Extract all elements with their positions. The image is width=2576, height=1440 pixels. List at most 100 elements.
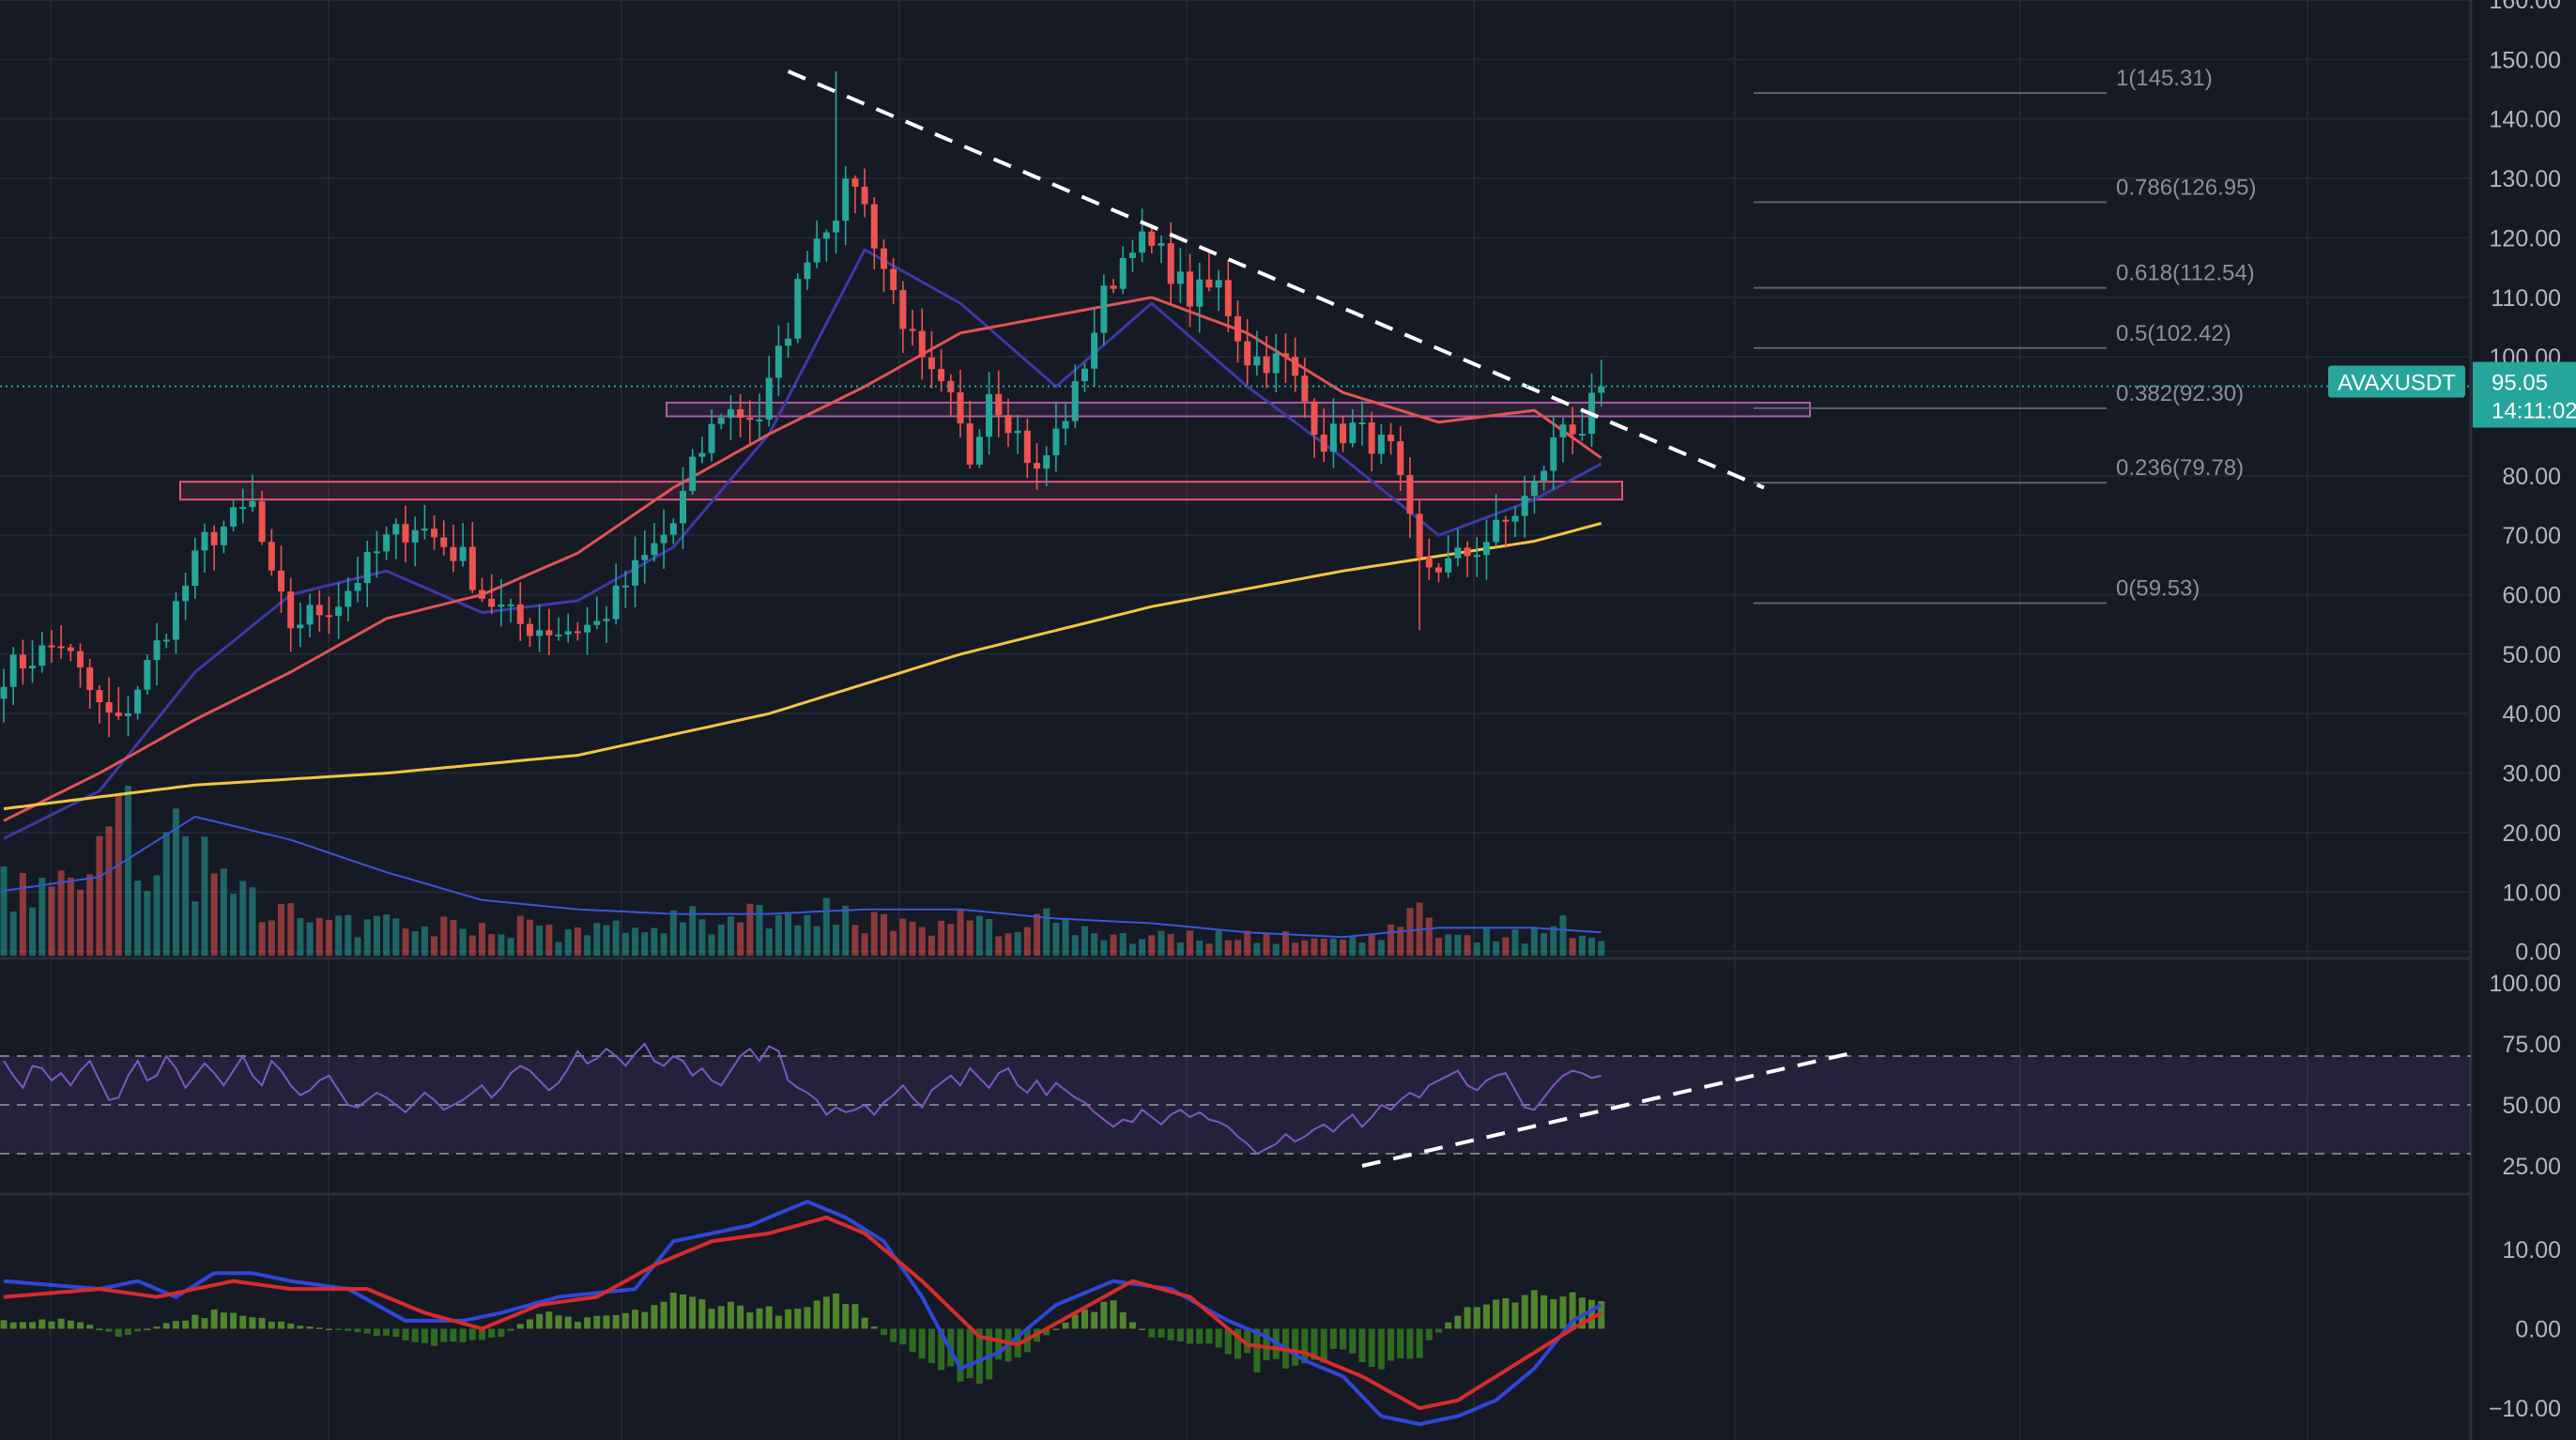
macd-histogram-bar — [1253, 1328, 1261, 1372]
macd-histogram-bar — [785, 1309, 792, 1329]
macd-histogram-bar — [1588, 1299, 1596, 1329]
candle-body — [1301, 375, 1309, 402]
volume-bar — [717, 924, 725, 956]
volume-bar — [1445, 934, 1452, 956]
volume-bar — [851, 925, 859, 956]
trendlines — [787, 69, 1765, 490]
macd-histogram-bar — [621, 1312, 629, 1329]
volume-bar — [67, 877, 74, 956]
volume-bar — [1511, 929, 1519, 956]
candle-body — [1215, 280, 1222, 288]
volume-bar — [1368, 934, 1375, 956]
volume-bar — [1119, 933, 1127, 956]
candle-body — [1550, 437, 1557, 471]
volume-bar — [918, 927, 926, 956]
candle-body — [1158, 243, 1165, 246]
candle-body — [498, 605, 505, 607]
volume-bar — [162, 832, 170, 956]
volume-bar — [1281, 931, 1289, 956]
rsi-panel[interactable] — [0, 1042, 2471, 1168]
volume-bar — [498, 934, 505, 956]
candle-body — [545, 630, 553, 636]
price-tick-label: 50.00 — [2502, 642, 2561, 668]
macd-histogram-bar — [479, 1328, 485, 1340]
macd-histogram-bar — [593, 1315, 601, 1329]
candle-body — [1167, 243, 1174, 284]
candle-body — [1205, 279, 1213, 288]
volume-bar — [1148, 935, 1156, 956]
macd-histogram-bar — [564, 1316, 572, 1329]
volume-bar — [1176, 942, 1184, 956]
candle-body — [717, 418, 725, 424]
volume-bar — [201, 836, 208, 956]
volume-bar — [1052, 923, 1060, 956]
candle-body — [785, 338, 792, 346]
volume-bar — [1014, 931, 1021, 956]
fib-label: 1(145.31) — [2116, 66, 2213, 91]
candle-body — [1502, 519, 1510, 522]
volume-bar — [1329, 938, 1337, 956]
macd-histogram-bar — [957, 1328, 964, 1382]
candle-body — [57, 646, 65, 649]
volume-bar — [1541, 932, 1548, 956]
candle-body — [1004, 415, 1012, 434]
volume-bar — [1464, 935, 1471, 956]
volume-bar — [192, 901, 199, 956]
candle-body — [249, 500, 256, 508]
macd-histogram-bar — [373, 1328, 380, 1337]
volume-bar — [1043, 908, 1050, 956]
macd-histogram-bar — [584, 1317, 591, 1329]
macd-histogram-bar — [1292, 1328, 1299, 1366]
volume-bar — [986, 918, 993, 956]
volume-bar — [880, 913, 887, 956]
volume-bar — [545, 925, 553, 956]
candle-body — [1598, 386, 1605, 393]
candle-body — [29, 666, 37, 669]
candle-body — [459, 546, 467, 561]
candle-body — [1023, 430, 1031, 464]
candle-body — [727, 408, 734, 419]
candle-body — [1176, 271, 1184, 284]
volume-bar — [220, 868, 227, 956]
volume-bar — [278, 904, 285, 956]
macd-histogram-bar — [774, 1315, 782, 1329]
candle-body — [564, 631, 572, 635]
macd-histogram-bar — [249, 1317, 256, 1329]
macd-histogram-bar — [105, 1328, 113, 1332]
macd-histogram-bar — [689, 1296, 697, 1329]
candle-body — [162, 639, 170, 642]
macd-histogram-bar — [1320, 1328, 1327, 1363]
candle-body — [411, 529, 419, 543]
macd-histogram-bar — [1234, 1328, 1242, 1359]
candle-body — [698, 452, 706, 457]
macd-histogram-bar — [1062, 1322, 1069, 1329]
volume-bar — [708, 934, 715, 956]
volume-bar — [1425, 917, 1433, 956]
candle-body — [1311, 401, 1318, 436]
macd-panel[interactable] — [0, 1199, 1605, 1427]
macd-histogram-bar — [230, 1312, 238, 1329]
candle-body — [660, 534, 667, 544]
volume-bar — [1473, 942, 1480, 956]
volume-bar — [124, 786, 131, 956]
macd-histogram-bar — [268, 1321, 275, 1329]
volume-bar — [1502, 937, 1510, 956]
macd-histogram-bar — [498, 1328, 505, 1338]
macd-histogram-bar — [1559, 1296, 1567, 1329]
candle-body — [593, 620, 601, 625]
candle-body — [1100, 285, 1108, 333]
volume-bar — [966, 920, 974, 956]
volume-bar — [1598, 941, 1605, 956]
volume-bar — [909, 921, 916, 956]
volume-bar — [1530, 927, 1538, 956]
volume-bar — [258, 922, 266, 956]
volume-bar — [38, 878, 46, 956]
volume-bar — [1340, 939, 1347, 956]
candle-body — [77, 651, 84, 667]
candlestick-series[interactable] — [0, 71, 1605, 738]
candle-body — [1263, 356, 1270, 374]
candle-body — [306, 605, 314, 625]
macd-histogram-bar — [679, 1294, 686, 1329]
price-axis[interactable]: 160.00 150.00 140.00 130.00 120.00 110.00 100.… — [2473, 0, 2576, 1440]
